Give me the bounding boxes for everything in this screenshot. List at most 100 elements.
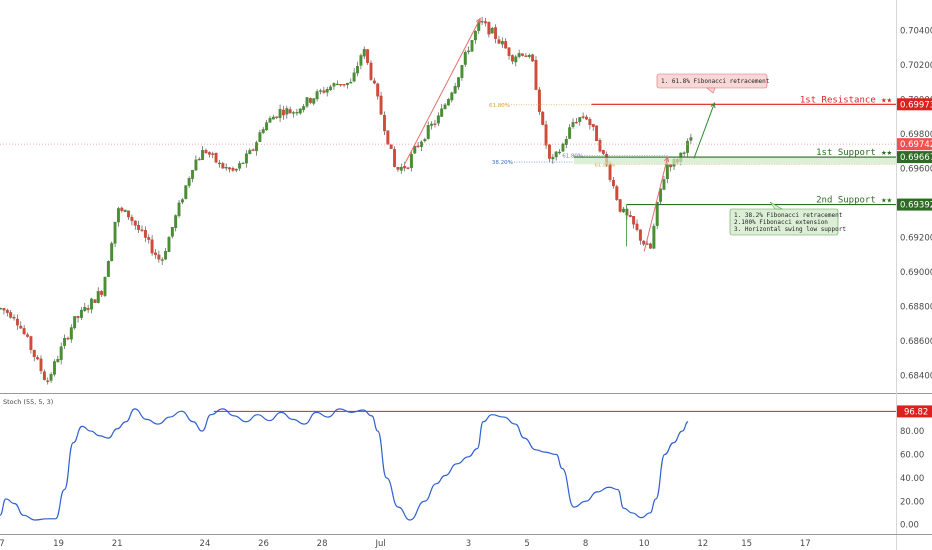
candle-body [446,99,450,106]
candle-body [292,112,295,114]
candle-body [157,254,161,260]
candle-body [93,299,97,303]
indicator-axis-tick-label: 60.00 [900,450,924,460]
fib-level-label: 38.20% [492,160,513,166]
candle-body [204,150,208,154]
time-axis[interactable]: 7 19 21 24 26 28 Jul 3 5 8 10 12 15 17 [0,534,932,550]
candle-body [221,163,225,169]
candle-body [534,59,538,90]
price-axis-tick-label: 0.70200 [900,61,932,71]
note-box [729,208,839,236]
candle-body [0,307,3,310]
candle-body [497,39,501,44]
candle-body [184,185,188,199]
note-line: 1. 38.2% Fibonacci retracement [734,212,843,219]
candle-body [201,150,205,160]
candle-body [588,119,592,125]
time-axis-tick-label: 8 [583,539,588,549]
time-axis-tick-label: 5 [524,539,529,549]
price-tag-label: 0.69973 [900,100,932,110]
candle-body [416,145,420,148]
candle-body [595,125,599,142]
price-axis-tick-label: 0.70400 [900,27,932,37]
time-axis-tick-label: 7 [0,539,5,549]
candle-body [345,82,349,86]
candle-body [484,21,487,24]
indicator-axis-tick-label: 80.00 [900,427,924,437]
note-pointer [706,87,716,94]
candle-body [22,328,26,335]
candle-body [187,178,191,186]
candle-body [649,243,652,249]
candle-body [241,162,245,165]
candle-body [409,153,413,168]
candle-body [686,140,689,153]
candle-body [403,166,407,169]
candle-body [261,129,265,133]
candle-body [66,337,70,340]
candle-body [585,116,588,120]
candle-body [548,144,551,159]
candle-body [356,66,359,74]
candle-body [335,83,339,86]
time-axis-tick-label: 10 [639,539,650,549]
candle-body [632,216,636,225]
stoch-line [0,408,689,521]
candle-body [571,122,575,127]
candle-body [329,86,333,91]
candle-body [96,291,100,303]
candle-body [396,167,400,170]
candle-body [120,207,124,211]
time-axis-tick-label: 28 [317,539,328,549]
candle-body [305,97,309,107]
candle-body [32,349,36,358]
candlestick-series [0,16,693,385]
candle-body [268,118,272,123]
candle-body [177,202,181,217]
bounce-arrow-head [664,155,670,163]
stochastic-pane[interactable]: Stoch (55, 5, 3) 80.00 60.00 40.00 20.00 0.00… [0,398,932,531]
candle-body [123,209,127,212]
candle-body [383,114,386,132]
candle-body [436,115,440,124]
candle-body [450,92,454,101]
candle-body [207,152,211,155]
candle-body [618,199,622,212]
rally-arrow [403,18,481,166]
level-label: 1st Resistance ★★ [800,95,893,105]
candle-body [615,186,619,200]
candle-body [500,41,504,45]
candle-body [49,374,53,381]
note-line: 3. Horizontal swing low support [734,226,846,233]
candle-body [413,146,417,154]
candle-body [426,125,430,139]
candle-body [255,142,258,152]
candle-body [281,109,285,116]
price-axis-tick-label: 0.68400 [900,372,932,382]
candle-body [622,208,625,213]
candle-body [194,159,198,171]
candle-body [659,188,663,202]
bounce-arrow [643,156,669,252]
candle-body [524,55,528,57]
level-label: 1st Support ★★ [816,148,892,158]
time-axis-tick-label: 26 [258,539,269,549]
candle-body [167,237,171,252]
candle-body [116,208,120,223]
candle-body [234,168,238,171]
fib-level-label: 61.80% [489,103,510,109]
price-axis-tick-label: 0.69000 [900,268,932,278]
candle-body [191,170,194,179]
target-arrow [693,102,715,159]
candle-body [106,261,110,277]
resistance-note[interactable]: 1. 61.8% Fibonacci retracement [656,73,770,94]
candle-body [440,108,444,117]
candle-body [133,220,137,226]
candle-body [541,111,545,125]
candle-body [554,151,558,158]
candle-body [53,361,56,375]
candle-body [551,157,555,160]
